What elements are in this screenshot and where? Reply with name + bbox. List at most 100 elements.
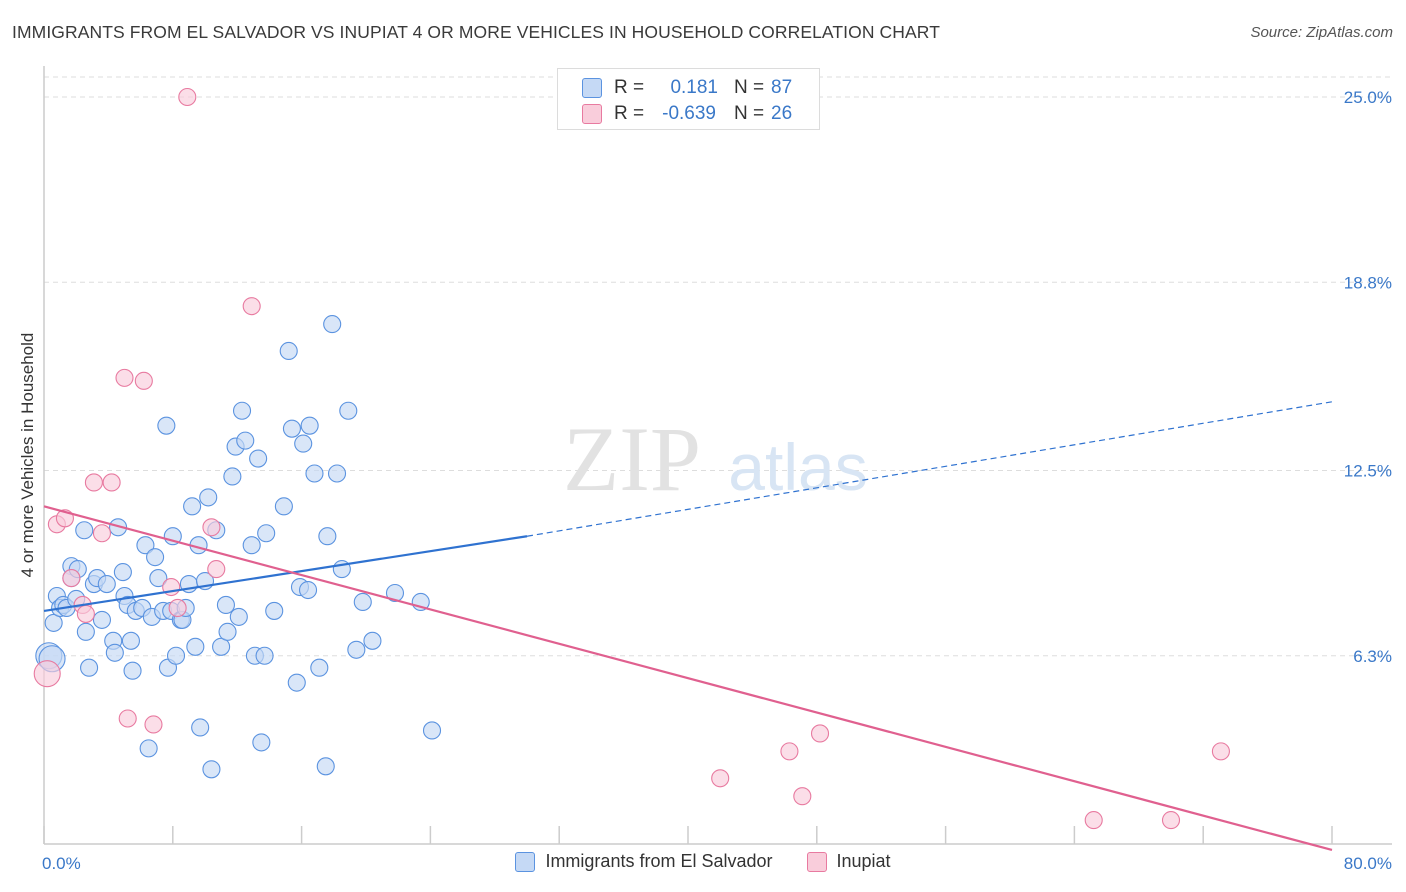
watermark-zip: ZIP (563, 408, 701, 510)
el-salvador-point (385, 583, 405, 603)
el-salvador-point (316, 757, 335, 776)
inupiat-point (1211, 742, 1230, 761)
blue-swatch-icon (582, 78, 602, 98)
inupiat-point (178, 87, 197, 107)
el-salvador-point (232, 401, 252, 420)
el-salvador-point (92, 610, 112, 629)
r-label: R = (614, 103, 645, 124)
el-salvador-trend-extension (526, 401, 1333, 537)
el-salvador-point (199, 488, 218, 507)
el-salvador-point (255, 646, 274, 665)
y-tick-label: 18.8% (1344, 273, 1392, 292)
el-salvador-point (216, 595, 235, 615)
el-salvador-point (157, 416, 176, 435)
el-salvador-point (105, 643, 124, 662)
el-salvador-point (300, 416, 319, 435)
legend-item-el-salvador[interactable]: Immigrants from El Salvador (515, 851, 773, 872)
el-salvador-point (257, 524, 276, 543)
r-value: -0.639 (662, 103, 716, 124)
el-salvador-point (252, 733, 271, 752)
el-salvador-point (282, 419, 301, 438)
el-salvador-point (347, 640, 366, 659)
el-salvador-point (274, 497, 293, 516)
inupiat-point (780, 742, 799, 761)
el-salvador-point (236, 431, 255, 450)
inupiat-point (76, 604, 95, 623)
blue-swatch-icon (515, 851, 536, 872)
el-salvador-point (146, 548, 165, 567)
watermark: ZIP atlas (563, 408, 868, 510)
inupiat-point (92, 524, 112, 543)
el-salvador-point (229, 607, 248, 626)
grid-lines (44, 76, 1392, 657)
el-salvador-point (305, 464, 324, 483)
el-salvador-point (327, 464, 347, 483)
n-value: 87 (771, 77, 793, 98)
legend-label: Immigrants from El Salvador (545, 851, 773, 871)
el-salvador-point (287, 673, 306, 692)
x-tick-label: 0.0% (42, 854, 81, 873)
el-salvador-point (121, 631, 140, 650)
legend-item-inupiat[interactable]: Inupiat (806, 851, 891, 872)
el-salvador-point (353, 592, 372, 612)
el-salvador-point (113, 563, 132, 582)
el-salvador-point (218, 622, 237, 641)
pink-swatch-icon (806, 851, 827, 872)
n-label: N = (734, 77, 765, 98)
el-salvador-point (166, 646, 186, 665)
inupiat-point (1084, 811, 1103, 830)
inupiat-point (207, 560, 226, 579)
el-salvador-point (80, 658, 99, 677)
el-salvador-point (223, 467, 242, 486)
inupiat-point (711, 769, 730, 788)
el-salvador-point (75, 521, 94, 540)
inupiat-point (33, 660, 61, 688)
x-tick-label: 80.0% (1344, 854, 1392, 873)
inupiat-point (84, 473, 103, 492)
el-salvador-point (265, 601, 284, 620)
el-salvador-point (242, 536, 261, 555)
el-salvador-point (44, 613, 63, 632)
el-salvador-point (149, 569, 168, 588)
correlation-stats-box: R = 0.181 N = 87 R = -0.639 N = 26 (557, 68, 820, 130)
el-salvador-point (136, 536, 155, 555)
n-label: N = (734, 103, 765, 124)
el-salvador-point (186, 637, 205, 656)
y-axis-title: 4 or more Vehicles in Household (18, 332, 37, 578)
legend: Immigrants from El Salvador Inupiat (0, 851, 1406, 872)
legend-label: Inupiat (836, 851, 891, 871)
el-salvador-point (422, 721, 442, 740)
el-salvador-point (310, 658, 329, 677)
n-value: 26 (771, 103, 793, 124)
inupiat-point (144, 715, 163, 734)
pink-swatch-icon (582, 104, 602, 124)
el-salvador-point (191, 718, 210, 737)
el-salvador-point (323, 315, 342, 334)
el-salvador-point (202, 760, 221, 779)
inupiat-point (810, 724, 830, 743)
el-salvador-point (139, 739, 158, 758)
r-label: R = (614, 77, 645, 98)
inupiat-point (1161, 811, 1181, 830)
y-tick-label: 12.5% (1344, 462, 1392, 481)
inupiat-point (242, 297, 261, 316)
el-salvador-point (363, 631, 382, 650)
el-salvador-point (249, 449, 268, 468)
y-tick-label: 6.3% (1353, 647, 1392, 666)
chart-title: IMMIGRANTS FROM EL SALVADOR VS INUPIAT 4… (12, 22, 941, 42)
el-salvador-trend-line (43, 535, 528, 613)
el-salvador-point (294, 434, 313, 453)
axes (43, 66, 1392, 845)
el-salvador-point (298, 580, 318, 600)
tick-labels: 6.3% 12.5% 18.8% 25.0% 0.0% 80.0% (42, 88, 1392, 873)
el-salvador-point (318, 527, 337, 546)
watermark-atlas: atlas (728, 430, 867, 504)
inupiat-point (793, 787, 812, 806)
trend-lines (43, 401, 1333, 852)
inupiat-point (62, 569, 81, 588)
el-salvador-point (97, 574, 116, 594)
el-salvador-point (279, 341, 298, 361)
inupiat-point (202, 518, 221, 537)
el-salvador-point (76, 622, 95, 641)
